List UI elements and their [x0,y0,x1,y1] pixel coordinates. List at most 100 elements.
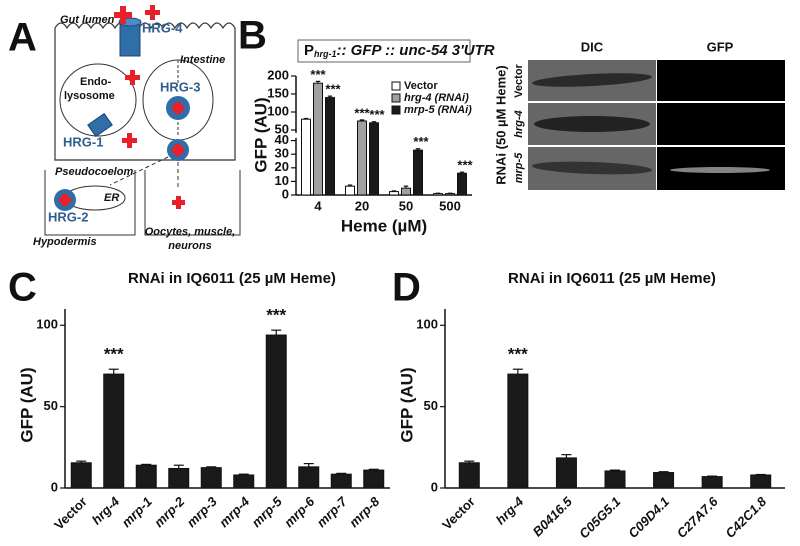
bar [750,474,772,489]
label: ER [104,192,119,204]
panel-label: A [8,16,37,60]
annotation: *** [508,345,528,364]
y-tick-label: 50 [275,121,289,136]
row-label: mrp-5 [513,152,525,183]
worm [532,73,652,87]
title-part: P [304,42,314,59]
hrg1-channel [87,112,113,138]
x-tick-label: C42C1.8 [722,493,769,540]
worm [532,161,652,175]
x-tick-label: C09D4.1 [625,494,672,541]
x-tick-label: 20 [355,198,369,213]
y-tick-label: 100 [36,317,58,332]
diagram: A Gut lumen HRG-4 Endo- lysosome Intest [8,5,241,252]
label: Hypodermis [33,236,97,248]
bar [701,476,723,489]
gfp-signal [670,167,770,173]
y-tick-label: 0 [51,479,58,494]
label: HRG-1 [63,134,103,149]
panel-label: D [392,266,421,310]
bar [445,193,455,196]
bar [313,82,323,196]
title-part: :: GFP :: unc-54 3'UTR [337,42,495,59]
micrographs: DIC GFP Vector hrg-4 mrp-5 RNAi (50 µM H… [493,39,785,190]
annotation: *** [310,67,326,82]
panel-label: C [8,266,37,310]
x-tick-label: hrg-4 [89,493,123,527]
bar [604,470,626,489]
bar [357,120,367,196]
label: HRG-4 [142,20,183,35]
bar [233,474,255,489]
title-part: hrg-1 [314,49,337,59]
y-tick-label: 0 [282,186,289,201]
legend-label: Vector [404,80,438,92]
x-tick-label: B0416.5 [530,493,576,539]
annotation: *** [325,82,341,97]
y-tick-label: 50 [424,398,438,413]
y-tick-label: 40 [275,132,289,147]
label: HRG-2 [48,209,88,224]
bar [507,373,529,489]
bar [653,472,675,489]
label: neurons [168,240,211,252]
legend-swatch [391,93,401,103]
legend-label: mrp-5 (RNAi) [404,104,472,116]
x-tick-label: 50 [399,198,413,213]
annotation: *** [457,158,473,173]
y-tick-label: 50 [44,398,58,413]
x-tick-label: mrp-8 [346,493,383,530]
x-tick-label: mrp-1 [119,494,155,530]
x-tick-label: mrp-3 [184,493,221,530]
legend-label: hrg-4 (RNAi) [404,92,469,104]
annotation: *** [369,107,385,122]
bar [363,469,385,489]
y-tick-label: 100 [267,103,289,118]
chart-title: RNAi in IQ6011 (25 µM Heme) [508,270,716,287]
bar [330,473,352,489]
y-tick-label: 150 [267,85,289,100]
bar [389,191,399,196]
label: Gut lumen [60,14,115,26]
bar [458,462,480,489]
column-label: GFP [707,39,734,54]
bar [369,122,379,196]
bar [70,462,92,489]
label: HRG-3 [160,79,200,94]
label: Intestine [180,54,225,66]
y-tick-label: 30 [275,146,289,161]
annotation: *** [104,345,124,364]
x-tick-label: mrp-5 [249,493,286,530]
bar [413,149,423,196]
label: Oocytes, muscle, [145,226,236,238]
label: Pseudocoelom [55,166,133,178]
chart-title: RNAi in IQ6011 (25 µM Heme) [128,270,336,287]
title-box [297,39,471,63]
legend-swatch [391,81,401,91]
x-tick-label: Vector [439,494,478,533]
row-label: hrg-4 [513,110,525,138]
y-axis-label: GFP (AU) [17,367,36,442]
bar [135,464,157,489]
y-axis-label: GFP (AU) [397,367,416,442]
y-tick-label: 0 [431,479,438,494]
x-tick-label: mrp-7 [314,493,351,530]
endolysosome [59,63,137,137]
chart-title: Phrg-1:: GFP :: unc-54 3'UTR [304,42,495,59]
side-label: RNAi (50 µM Heme) [493,65,508,184]
bar [298,466,320,489]
x-tick-label: C27A7.6 [674,493,721,540]
annotation: *** [354,105,370,120]
x-tick-label: Vector [51,494,90,533]
row-label: Vector [513,63,525,97]
bar [301,118,311,196]
tissue-cells [44,170,241,236]
label: lysosome [64,90,115,102]
legend-swatch [391,105,401,115]
bar [555,457,577,489]
intestine-cell [54,22,236,161]
bar [168,467,190,489]
x-tick-label: 500 [439,198,461,213]
x-tick-label: mrp-6 [281,493,318,530]
